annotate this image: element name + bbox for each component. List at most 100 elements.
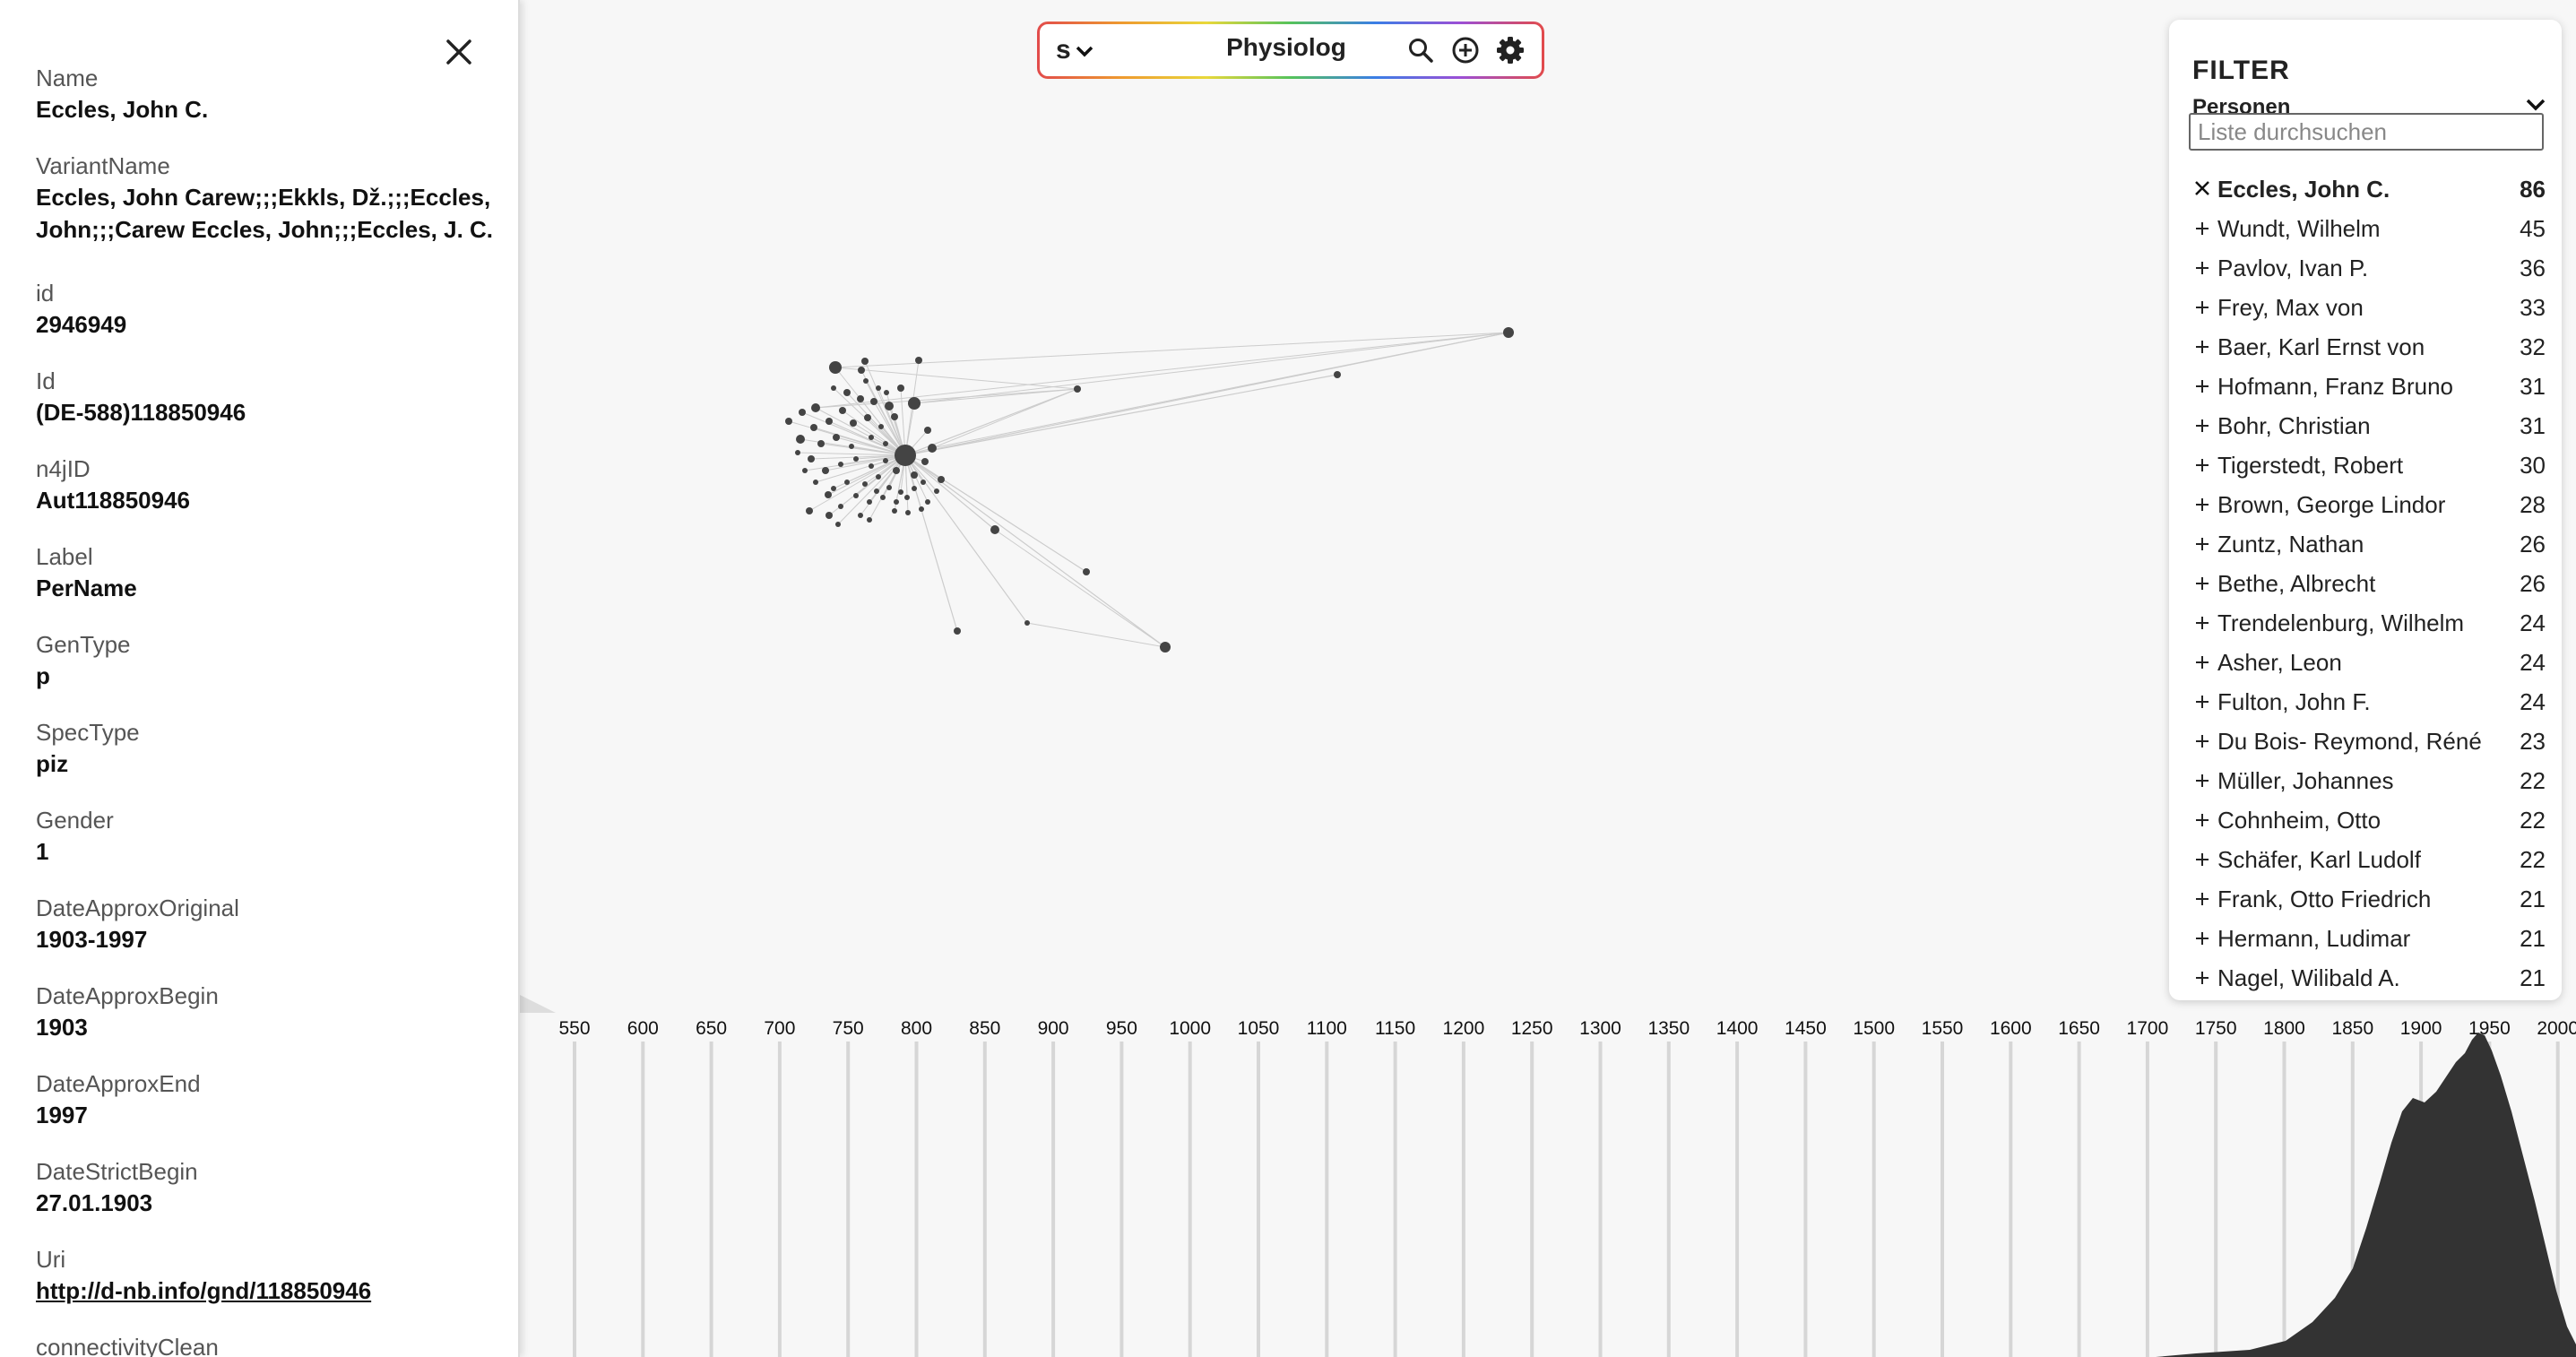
graph-node[interactable]	[853, 456, 859, 462]
graph-node[interactable]	[904, 495, 910, 500]
graph-node[interactable]	[905, 510, 911, 515]
graph-node[interactable]	[925, 499, 930, 505]
filter-item[interactable]: Asher, Leon 24	[2187, 644, 2546, 683]
graph-node[interactable]	[894, 499, 899, 505]
graph-node[interactable]	[884, 390, 889, 395]
graph-node[interactable]	[874, 488, 879, 494]
filter-item[interactable]: Bohr, Christian 31	[2187, 407, 2546, 446]
graph-node[interactable]	[863, 378, 869, 384]
plus-icon[interactable]	[2191, 925, 2214, 953]
filter-item[interactable]: Schäfer, Karl Ludolf 22	[2187, 841, 2546, 880]
graph-node[interactable]	[862, 481, 868, 487]
filter-item[interactable]: Nagel, Wilibald A. 21	[2187, 959, 2546, 998]
filter-item[interactable]: Pavlov, Ivan P. 36	[2187, 249, 2546, 289]
timeline-histogram[interactable]: 550 600 650 700 750 800 850 900 950 1000 1050 1100 1…	[520, 1013, 2576, 1357]
graph-node[interactable]	[796, 435, 805, 444]
graph-node[interactable]	[954, 627, 961, 635]
graph-node[interactable]	[921, 458, 929, 465]
graph-node[interactable]	[885, 402, 894, 411]
graph-node[interactable]	[915, 357, 922, 364]
graph-node[interactable]	[876, 385, 881, 391]
plus-icon[interactable]	[2191, 215, 2214, 243]
graph-node[interactable]	[1160, 642, 1171, 653]
graph-node[interactable]	[878, 424, 884, 429]
filter-item[interactable]: Müller, Johannes 22	[2187, 762, 2546, 801]
graph-node[interactable]	[831, 486, 836, 491]
graph-node[interactable]	[795, 450, 800, 455]
plus-icon[interactable]	[2191, 688, 2214, 716]
search-icon[interactable]	[1405, 35, 1436, 65]
graph-node[interactable]	[1024, 620, 1030, 626]
graph-node[interactable]	[857, 395, 864, 402]
filter-item[interactable]: Eccles, John C. 86	[2187, 170, 2546, 210]
plus-icon[interactable]	[2191, 964, 2214, 992]
filter-item[interactable]: Cohnheim, Otto 22	[2187, 801, 2546, 841]
graph-node[interactable]	[869, 463, 874, 469]
graph-node[interactable]	[825, 491, 832, 498]
graph-node[interactable]	[833, 434, 840, 441]
graph-node[interactable]	[799, 409, 806, 416]
graph-node[interactable]	[822, 467, 829, 474]
plus-icon[interactable]	[2191, 373, 2214, 401]
graph-node[interactable]	[826, 418, 833, 425]
graph-node[interactable]	[1503, 327, 1514, 338]
filter-item[interactable]: Bethe, Albrecht 26	[2187, 565, 2546, 604]
graph-node[interactable]	[1074, 385, 1081, 393]
graph-node[interactable]	[938, 476, 945, 483]
graph-node[interactable]	[831, 385, 836, 391]
plus-icon[interactable]	[2191, 294, 2214, 322]
graph-node[interactable]	[861, 358, 869, 365]
plus-icon[interactable]	[2191, 570, 2214, 598]
graph-node[interactable]	[829, 361, 842, 374]
filter-item[interactable]: Brown, George Lindor 28	[2187, 486, 2546, 525]
graph-node[interactable]	[867, 499, 872, 505]
filter-item[interactable]: Baer, Karl Ernst von 32	[2187, 328, 2546, 367]
graph-node[interactable]	[806, 507, 813, 514]
graph-node[interactable]	[811, 403, 820, 412]
graph-node[interactable]	[817, 440, 825, 447]
graph-node[interactable]	[891, 413, 898, 420]
filter-item[interactable]: Frey, Max von 33	[2187, 289, 2546, 328]
x-icon[interactable]	[2191, 176, 2214, 203]
graph-node[interactable]	[849, 444, 854, 449]
graph-node[interactable]	[869, 435, 874, 440]
graph-node[interactable]	[858, 513, 863, 518]
gear-icon[interactable]	[1495, 35, 1526, 65]
plus-icon[interactable]	[2191, 649, 2214, 677]
plus-icon[interactable]	[2191, 807, 2214, 834]
graph-node[interactable]	[1083, 568, 1090, 575]
graph-node[interactable]	[844, 480, 850, 485]
graph-node[interactable]	[919, 506, 924, 512]
graph-node[interactable]	[835, 522, 841, 527]
plus-icon[interactable]	[2191, 531, 2214, 558]
graph-node[interactable]	[838, 504, 843, 509]
filter-item[interactable]: Fulton, John F. 24	[2187, 683, 2546, 722]
chevron-down-icon[interactable]	[2524, 97, 2547, 117]
plus-icon[interactable]	[2191, 255, 2214, 282]
graph-node[interactable]	[921, 480, 926, 485]
plus-icon[interactable]	[2191, 412, 2214, 440]
plus-icon[interactable]	[2191, 728, 2214, 756]
filter-item[interactable]: Hofmann, Franz Bruno 31	[2187, 367, 2546, 407]
graph-node[interactable]	[853, 493, 859, 498]
graph-node[interactable]	[911, 471, 918, 479]
plus-icon[interactable]	[2191, 452, 2214, 480]
filter-item[interactable]: Trendelenburg, Wilhelm 24	[2187, 604, 2546, 644]
graph-node[interactable]	[810, 424, 817, 431]
graph-node-selected[interactable]	[895, 445, 916, 466]
graph-node[interactable]	[886, 485, 892, 490]
close-icon[interactable]	[439, 32, 479, 72]
graph-node[interactable]	[785, 418, 792, 425]
graph-node[interactable]	[928, 444, 937, 453]
graph-node[interactable]	[893, 467, 900, 474]
search-query[interactable]: Physiolog	[1226, 33, 1346, 61]
filter-item[interactable]: Tigerstedt, Robert 30	[2187, 446, 2546, 486]
graph-node[interactable]	[876, 474, 881, 480]
graph-node[interactable]	[912, 486, 917, 491]
graph-node[interactable]	[1334, 371, 1341, 378]
graph-node[interactable]	[867, 517, 872, 523]
graph-node[interactable]	[826, 512, 833, 519]
graph-node[interactable]	[850, 419, 857, 427]
graph-node[interactable]	[990, 525, 999, 534]
graph-node[interactable]	[808, 455, 815, 462]
